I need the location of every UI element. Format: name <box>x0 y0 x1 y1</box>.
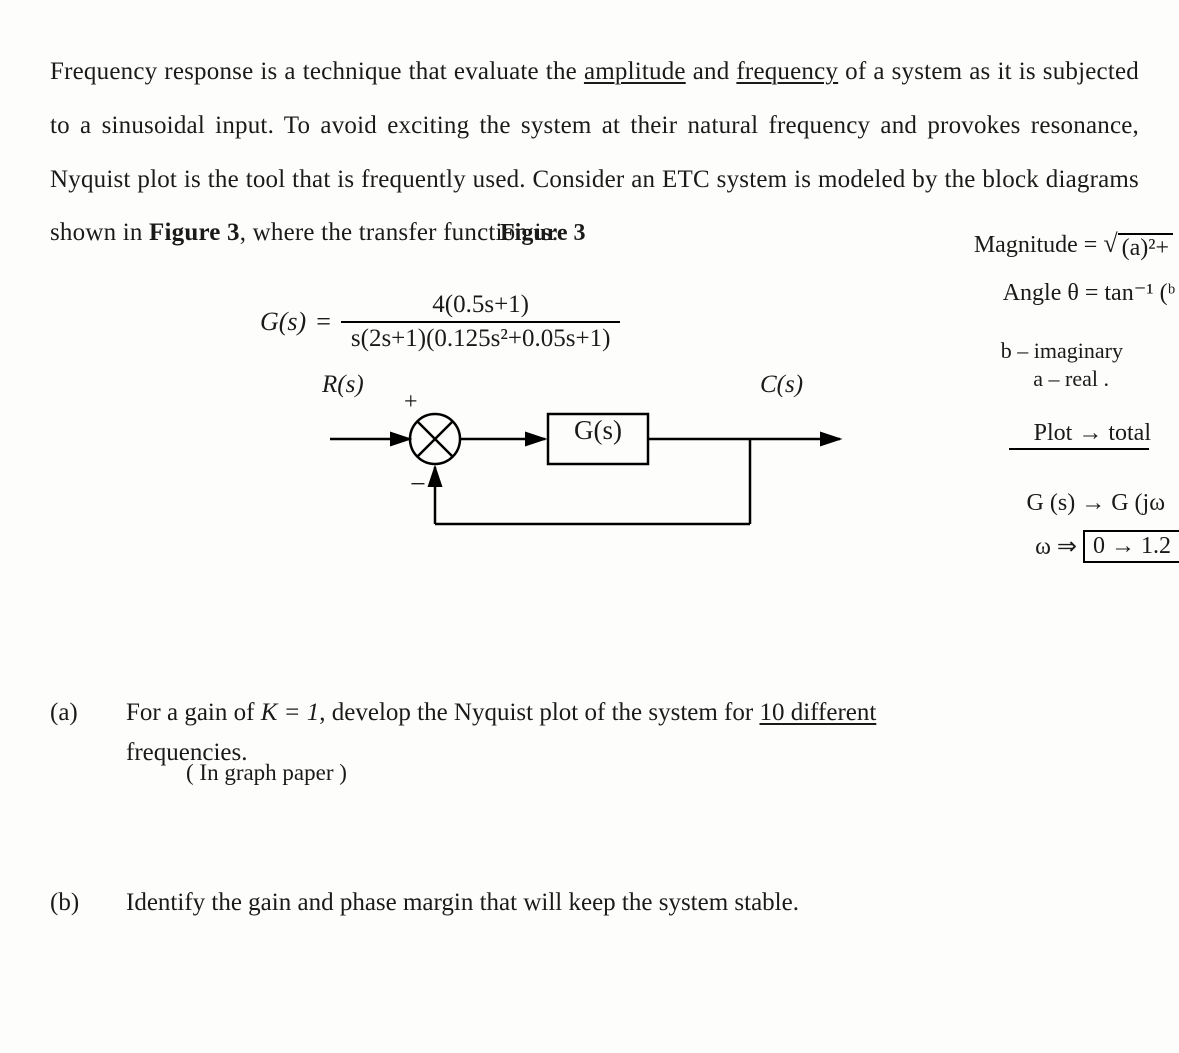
para-u2: frequency <box>736 58 838 85</box>
block-diagram-area: R(s) + − G(s) C(s) <box>50 383 1139 583</box>
q-a-it: K = 1 <box>261 699 320 726</box>
formula-eq: = <box>316 307 331 337</box>
q-b-label: (b) <box>50 883 94 923</box>
label-plus: + <box>404 389 418 416</box>
handwriting-b-imag: b – imaginary <box>1001 338 1123 364</box>
handwriting-gs-gjw: G (s) → G (jω <box>1027 490 1165 517</box>
label-minus: − <box>410 469 426 501</box>
formula-num: 4(0.5s+1) <box>422 291 539 319</box>
handwriting-angle: Angle θ = tan⁻¹ (ᵇ <box>1003 278 1175 307</box>
transfer-function-formula: G(s) = 4(0.5s+1) s(2s+1)(0.125s²+0.05s+1… <box>50 285 1139 375</box>
handwriting-plot-underline <box>1009 448 1149 450</box>
label-Gs: G(s) <box>574 415 622 446</box>
q-b-text: Identify the gain and phase margin that … <box>126 883 1139 923</box>
q-a-t2: , develop the Nyquist plot of the system… <box>319 699 759 726</box>
handwriting-plot-total: Plot → total <box>1034 420 1151 447</box>
question-b: (b) Identify the gain and phase margin t… <box>50 883 1139 923</box>
figure-caption: Figure 3 <box>500 220 586 247</box>
formula-fraction: 4(0.5s+1) s(2s+1)(0.125s²+0.05s+1) <box>341 291 621 353</box>
hw-mag-r: (a)²+ <box>1118 233 1173 262</box>
intro-paragraph: Frequency response is a technique that e… <box>50 45 1139 260</box>
para-t1: Frequency response is a technique that e… <box>50 58 584 85</box>
hw-omega: ω ⇒ <box>1035 532 1077 561</box>
para-b1: Figure 3 <box>149 219 240 246</box>
q-a-label: (a) <box>50 693 94 773</box>
q-a-u: 10 different <box>759 699 876 726</box>
label-Rs: R(s) <box>322 371 364 399</box>
handwriting-graph-paper: ( In graph paper ) <box>186 760 347 786</box>
handwriting-magnitude: Magnitude = √(a)²+ <box>974 232 1173 262</box>
handwriting-a-real: a – real . <box>1033 366 1109 392</box>
handwriting-omega-range: ω ⇒ 0 → 1.2 <box>1035 530 1179 563</box>
q-a-t1: For a gain of <box>126 699 261 726</box>
formula-lhs: G(s) <box>260 307 306 337</box>
para-u1: amplitude <box>584 58 686 85</box>
para-t2: and <box>686 58 737 85</box>
para-t3: of a system as it is subjected to a sinu… <box>50 58 1139 246</box>
hw-mag-l: Magnitude = <box>974 232 1104 258</box>
hw-omega-box: 0 → 1.2 <box>1083 530 1179 563</box>
formula-den: s(2s+1)(0.125s²+0.05s+1) <box>341 325 621 353</box>
label-Cs: C(s) <box>760 371 803 399</box>
